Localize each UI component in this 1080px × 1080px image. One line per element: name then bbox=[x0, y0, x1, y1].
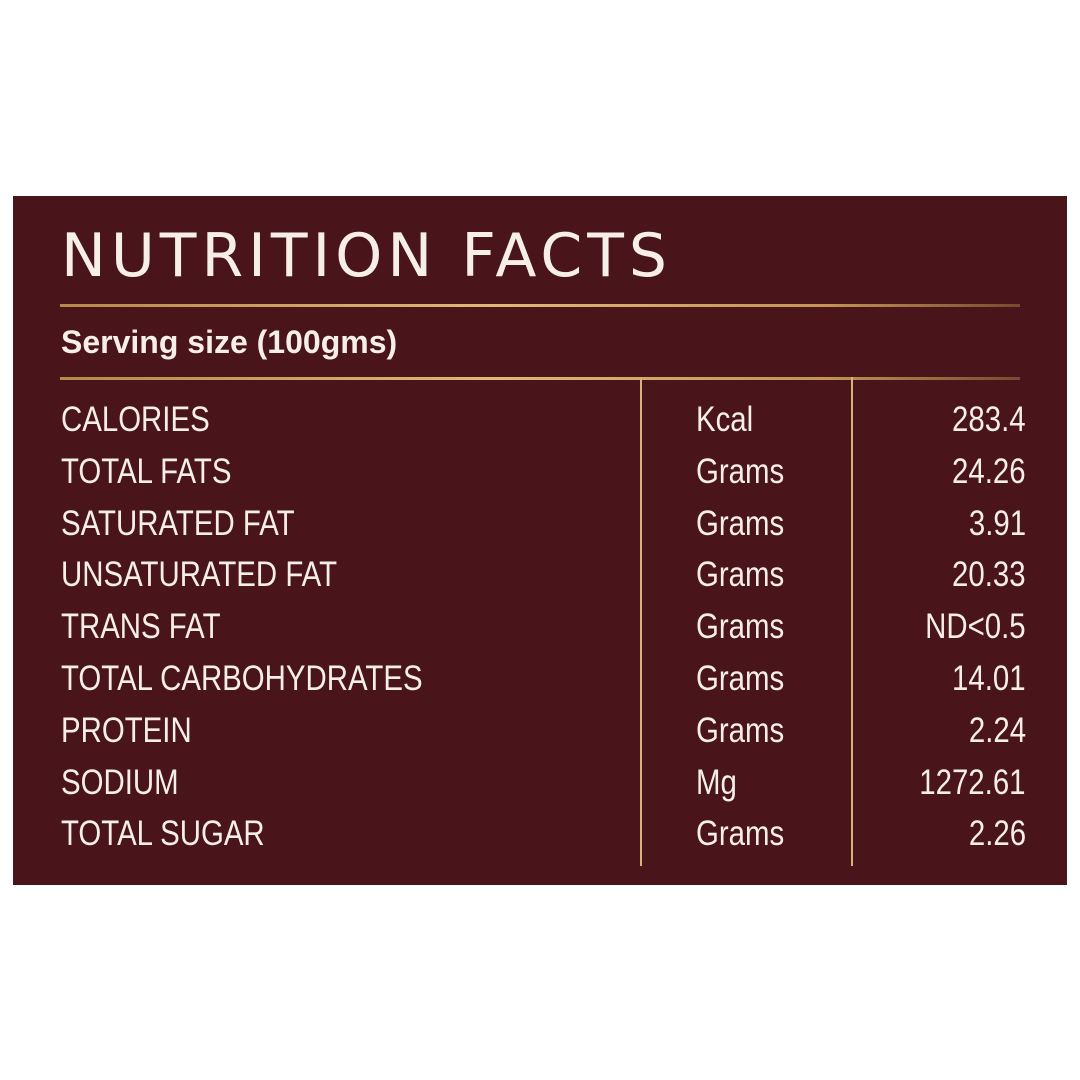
nutrient-name: TOTAL SUGAR bbox=[61, 814, 265, 854]
nutrient-name: TRANS FAT bbox=[61, 607, 221, 647]
nutrient-value: 283.4 bbox=[952, 400, 1026, 439]
nutrient-value: 14.01 bbox=[952, 658, 1026, 698]
table-row: SATURATED FAT Grams 3.91 bbox=[13, 498, 1067, 550]
table-row: TOTAL FATS Grams 24.26 bbox=[13, 446, 1067, 498]
table-row: SODIUM Mg 1272.61 bbox=[13, 757, 1067, 809]
nutrient-name: CALORIES bbox=[61, 400, 210, 439]
nutrient-unit: Grams bbox=[696, 710, 785, 750]
header-divider bbox=[60, 377, 1020, 380]
nutrient-value: 2.26 bbox=[968, 814, 1026, 854]
nutrient-name: PROTEIN bbox=[61, 710, 192, 750]
nutrient-unit: Mg bbox=[696, 762, 737, 802]
nutrition-facts-panel: NUTRITION FACTS Serving size (100gms) CA… bbox=[13, 196, 1067, 885]
nutrient-name: SATURATED FAT bbox=[61, 503, 295, 543]
nutrient-value: 20.33 bbox=[952, 555, 1026, 595]
table-row: TOTAL SUGAR Grams 2.26 bbox=[13, 808, 1067, 860]
nutrient-table: CALORIES Kcal 283.4 TOTAL FATS Grams 24.… bbox=[13, 394, 1067, 860]
table-row: PROTEIN Grams 2.24 bbox=[13, 705, 1067, 757]
nutrient-value: 24.26 bbox=[952, 451, 1026, 491]
table-row: UNSATURATED FAT Grams 20.33 bbox=[13, 549, 1067, 601]
panel-title: NUTRITION FACTS bbox=[61, 221, 672, 291]
nutrient-name: TOTAL CARBOHYDRATES bbox=[61, 658, 423, 698]
nutrient-unit: Grams bbox=[696, 503, 785, 543]
nutrient-unit: Grams bbox=[696, 658, 785, 698]
table-row: TRANS FAT Grams ND<0.5 bbox=[13, 601, 1067, 653]
nutrient-unit: Grams bbox=[696, 814, 785, 854]
column-divider-unit bbox=[640, 377, 642, 866]
nutrient-name: SODIUM bbox=[61, 762, 179, 802]
nutrient-name: TOTAL FATS bbox=[61, 451, 232, 491]
nutrient-value: 3.91 bbox=[968, 503, 1026, 543]
nutrient-value: ND<0.5 bbox=[925, 607, 1026, 647]
nutrient-unit: Grams bbox=[696, 607, 785, 647]
nutrient-value: 2.24 bbox=[968, 710, 1026, 750]
nutrient-unit: Grams bbox=[696, 555, 785, 595]
nutrient-unit: Grams bbox=[696, 451, 785, 491]
table-row: TOTAL CARBOHYDRATES Grams 14.01 bbox=[13, 653, 1067, 705]
title-divider bbox=[60, 304, 1020, 307]
table-row: CALORIES Kcal 283.4 bbox=[13, 394, 1067, 446]
column-divider-value bbox=[851, 377, 853, 866]
serving-size: Serving size (100gms) bbox=[61, 324, 398, 360]
nutrient-unit: Kcal bbox=[696, 400, 754, 439]
nutrient-name: UNSATURATED FAT bbox=[61, 555, 338, 595]
nutrient-value: 1272.61 bbox=[919, 762, 1026, 802]
